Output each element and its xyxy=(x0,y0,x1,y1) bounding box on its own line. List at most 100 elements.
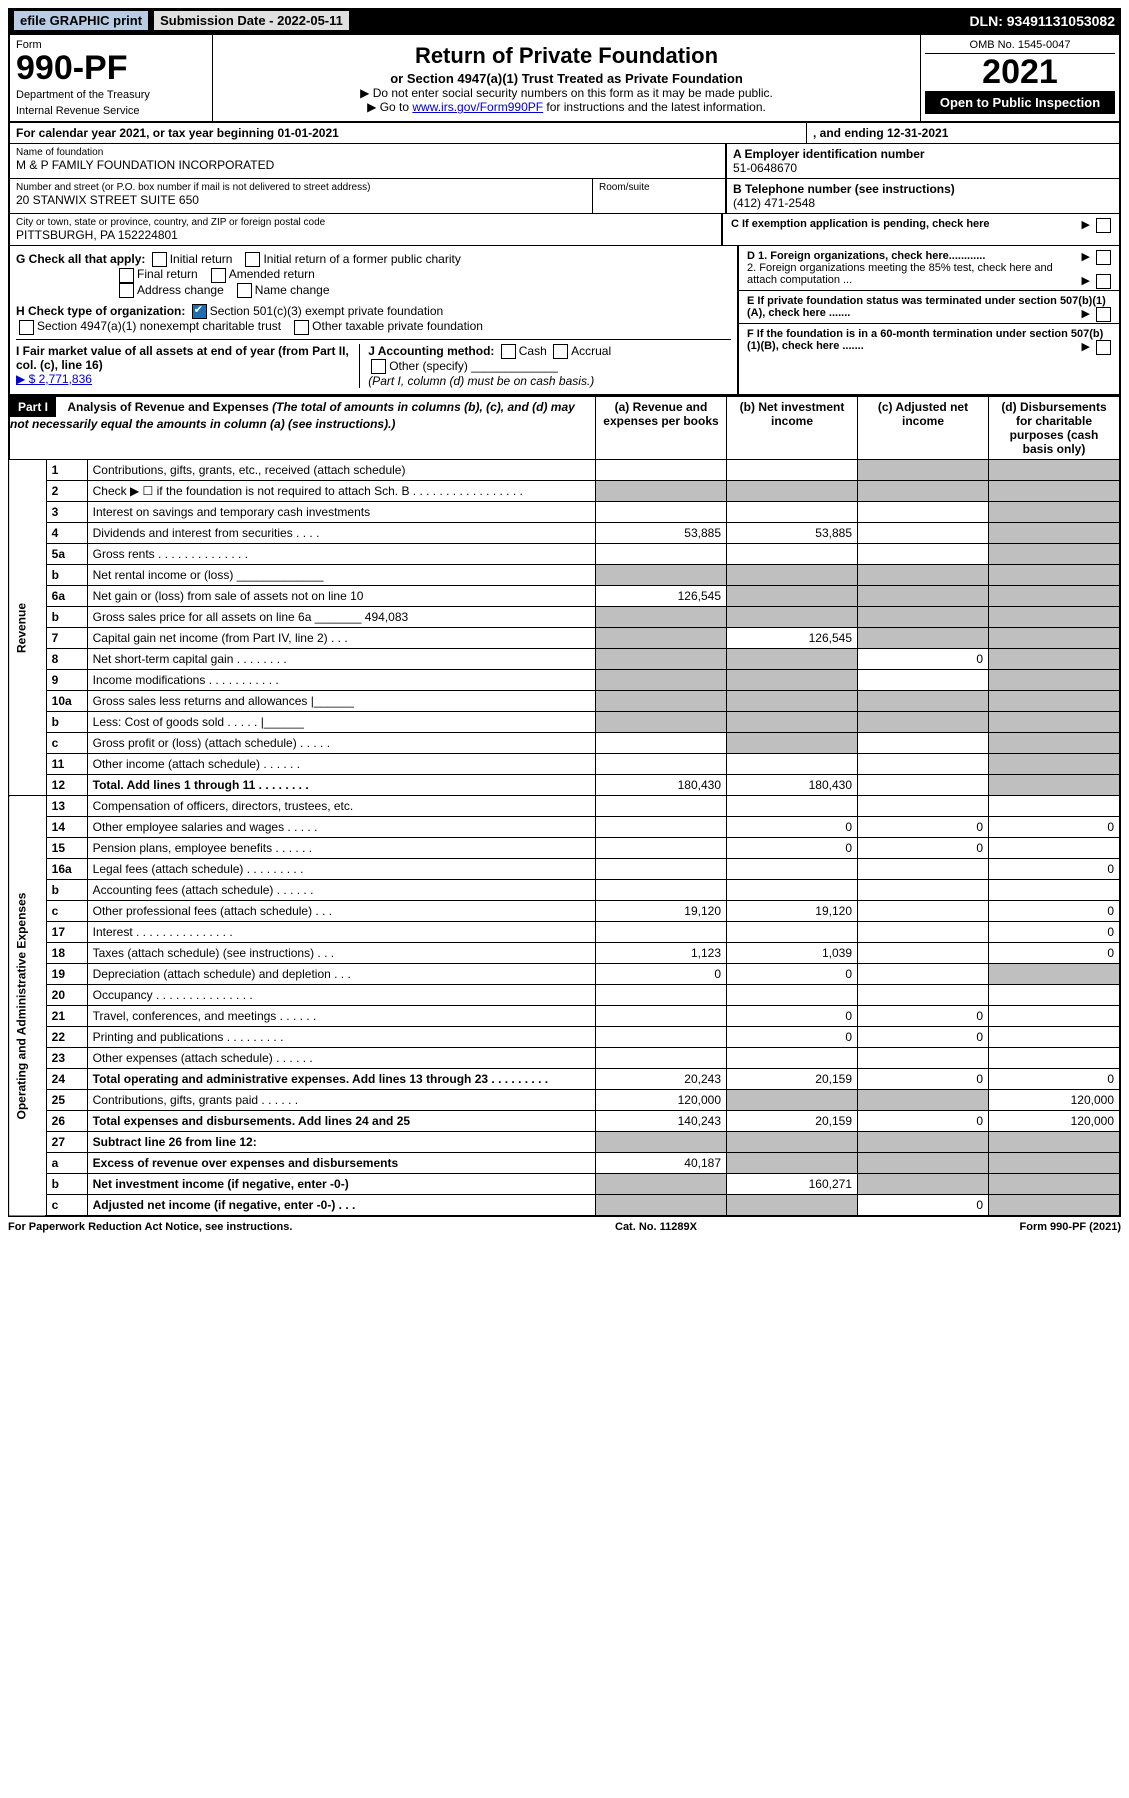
identity-row-1: Name of foundation M & P FAMILY FOUNDATI… xyxy=(8,144,1121,179)
paperwork-notice: For Paperwork Reduction Act Notice, see … xyxy=(8,1221,292,1233)
amount-cell xyxy=(989,733,1121,754)
line-description: Capital gain net income (from Part IV, l… xyxy=(87,628,595,649)
amount-cell xyxy=(858,964,989,985)
line-description: Net rental income or (loss) ____________… xyxy=(87,565,595,586)
initial-return-checkbox[interactable] xyxy=(152,252,167,267)
top-bar: efile GRAPHIC print Submission Date - 20… xyxy=(8,8,1121,33)
amount-cell xyxy=(989,586,1121,607)
amount-cell: 53,885 xyxy=(727,523,858,544)
amount-cell: 0 xyxy=(727,838,858,859)
amended-checkbox[interactable] xyxy=(211,268,226,283)
table-row: 24Total operating and administrative exp… xyxy=(9,1069,1120,1090)
d1-checkbox[interactable] xyxy=(1096,250,1111,265)
d2-label: 2. Foreign organizations meeting the 85%… xyxy=(747,262,1053,286)
e-label: E If private foundation status was termi… xyxy=(747,295,1106,319)
line-description: Dividends and interest from securities .… xyxy=(87,523,595,544)
city-label: City or town, state or province, country… xyxy=(16,217,715,228)
line-number: b xyxy=(46,712,87,733)
fmv-value[interactable]: ▶ $ 2,771,836 xyxy=(16,372,92,386)
amount-cell: 0 xyxy=(989,943,1121,964)
accrual-checkbox[interactable] xyxy=(553,344,568,359)
amount-cell xyxy=(858,523,989,544)
name-change-label: Name change xyxy=(255,283,330,297)
calendar-end: , and ending 12-31-2021 xyxy=(807,123,1119,143)
amount-cell xyxy=(989,880,1121,901)
part1-header-row: Part I Analysis of Revenue and Expenses … xyxy=(9,396,1120,460)
line-number: 18 xyxy=(46,943,87,964)
line-number: 27 xyxy=(46,1132,87,1153)
line-number: 5a xyxy=(46,544,87,565)
d1-label: D 1. Foreign organizations, check here..… xyxy=(747,250,985,262)
form-number: 990-PF xyxy=(16,51,206,85)
address-change-checkbox[interactable] xyxy=(119,283,134,298)
amount-cell xyxy=(858,985,989,1006)
other-taxable-checkbox[interactable] xyxy=(294,320,309,335)
irs-link[interactable]: www.irs.gov/Form990PF xyxy=(412,100,543,114)
4947-checkbox[interactable] xyxy=(19,320,34,335)
line-description: Other income (attach schedule) . . . . .… xyxy=(87,754,595,775)
line-number: 15 xyxy=(46,838,87,859)
line-description: Compensation of officers, directors, tru… xyxy=(87,796,595,817)
addr-label: Number and street (or P.O. box number if… xyxy=(16,182,586,193)
part1-badge: Part I xyxy=(10,397,56,417)
line-number: 25 xyxy=(46,1090,87,1111)
amount-cell xyxy=(727,1132,858,1153)
line-number: 10a xyxy=(46,691,87,712)
line-number: a xyxy=(46,1153,87,1174)
efile-badge: efile GRAPHIC print xyxy=(14,11,148,30)
other-method-checkbox[interactable] xyxy=(371,359,386,374)
amount-cell: 180,430 xyxy=(596,775,727,796)
amount-cell xyxy=(989,460,1121,481)
line-description: Other employee salaries and wages . . . … xyxy=(87,817,595,838)
exemption-checkbox[interactable] xyxy=(1096,218,1111,233)
goto-post: for instructions and the latest informat… xyxy=(543,100,766,114)
amount-cell xyxy=(596,670,727,691)
amount-cell xyxy=(989,1195,1121,1217)
amount-cell xyxy=(858,691,989,712)
line-description: Interest on savings and temporary cash i… xyxy=(87,502,595,523)
line-number: 20 xyxy=(46,985,87,1006)
f-box: F If the foundation is in a 60-month ter… xyxy=(739,324,1119,356)
amount-cell xyxy=(596,1027,727,1048)
amount-cell xyxy=(727,985,858,1006)
amount-cell xyxy=(727,859,858,880)
line-description: Excess of revenue over expenses and disb… xyxy=(87,1153,595,1174)
amount-cell xyxy=(989,1006,1121,1027)
checks-row: G Check all that apply: Initial return I… xyxy=(8,246,1121,395)
line-description: Check ▶ ☐ if the foundation is not requi… xyxy=(87,481,595,502)
line-number: 4 xyxy=(46,523,87,544)
amount-cell: 0 xyxy=(727,1027,858,1048)
amount-cell xyxy=(727,1048,858,1069)
final-return-checkbox[interactable] xyxy=(119,268,134,283)
left-checks: G Check all that apply: Initial return I… xyxy=(10,246,738,394)
amount-cell: 19,120 xyxy=(596,901,727,922)
line-number: 13 xyxy=(46,796,87,817)
amount-cell: 20,243 xyxy=(596,1069,727,1090)
i-cell: I Fair market value of all assets at end… xyxy=(16,344,359,389)
g-label: G Check all that apply: xyxy=(16,252,145,266)
line-number: 7 xyxy=(46,628,87,649)
line-number: 12 xyxy=(46,775,87,796)
line-description: Net investment income (if negative, ente… xyxy=(87,1174,595,1195)
d2-checkbox[interactable] xyxy=(1096,274,1111,289)
amount-cell xyxy=(858,670,989,691)
amount-cell xyxy=(989,565,1121,586)
initial-public-checkbox[interactable] xyxy=(245,252,260,267)
name-change-checkbox[interactable] xyxy=(237,283,252,298)
e-checkbox[interactable] xyxy=(1096,307,1111,322)
amount-cell: 0 xyxy=(727,964,858,985)
cash-checkbox[interactable] xyxy=(501,344,516,359)
g-check-row: G Check all that apply: Initial return I… xyxy=(16,252,731,298)
exemption-cell: C If exemption application is pending, c… xyxy=(722,214,1119,245)
amount-cell xyxy=(989,1027,1121,1048)
col-d-head: (d) Disbursements for charitable purpose… xyxy=(989,396,1121,460)
amount-cell xyxy=(727,565,858,586)
line-description: Subtract line 26 from line 12: xyxy=(87,1132,595,1153)
501c3-checkbox[interactable] xyxy=(192,304,207,319)
line-description: Gross sales price for all assets on line… xyxy=(87,607,595,628)
table-row: 23Other expenses (attach schedule) . . .… xyxy=(9,1048,1120,1069)
amount-cell xyxy=(989,691,1121,712)
table-row: 19Depreciation (attach schedule) and dep… xyxy=(9,964,1120,985)
table-row: bNet investment income (if negative, ent… xyxy=(9,1174,1120,1195)
f-checkbox[interactable] xyxy=(1096,340,1111,355)
